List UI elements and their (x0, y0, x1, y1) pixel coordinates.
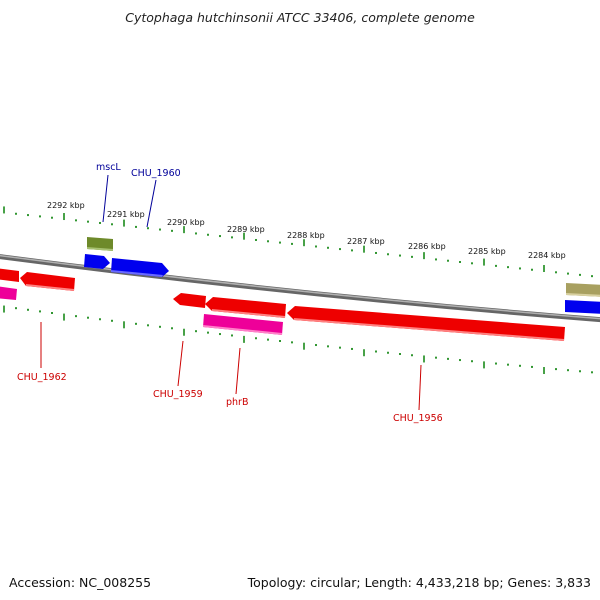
gene-right-blue[interactable] (565, 300, 600, 314)
leader-mscl (102, 174, 109, 223)
scale-label-2288: 2288 kbp (287, 231, 325, 240)
gene-right-khaki-shade (566, 293, 600, 297)
gene-left-red-1[interactable] (0, 268, 19, 282)
genome-backbone-highlight (0, 254, 600, 320)
scale-label-2285: 2285 kbp (468, 247, 506, 256)
gene-label-chu-1962[interactable]: CHU_1962 (17, 372, 67, 383)
topology-label: Topology: circular; Length: 4,433,218 bp… (247, 575, 591, 590)
gene-chu-1958-shade (212, 309, 285, 318)
map-title: Cytophaga hutchinsonii ATCC 33406, compl… (125, 10, 475, 25)
gene-label-chu-1960[interactable]: CHU_1960 (131, 168, 181, 179)
gene-chu-1956[interactable] (287, 306, 565, 341)
gene-label-chu-1959[interactable]: CHU_1959 (153, 389, 203, 400)
gene-chu-1959[interactable] (173, 293, 206, 308)
gene-right-khaki[interactable] (566, 283, 600, 297)
gene-phrb-shade (203, 325, 282, 335)
genome-backbone (0, 254, 600, 323)
gene-left-red-2-shade (26, 284, 74, 291)
gene-phrb[interactable] (203, 314, 283, 335)
scale-label-2291: 2291 kbp (107, 210, 145, 219)
leader-chu-1956 (418, 364, 422, 411)
gene-left-magenta[interactable] (0, 286, 17, 300)
gene-mscl-shade (87, 247, 113, 251)
gene-chu-1960-shade (111, 270, 163, 277)
leader-chu-1959 (177, 340, 184, 387)
scale-label-2287: 2287 kbp (347, 237, 385, 246)
leader-phrb (235, 347, 241, 395)
gene-chu-1956-shade (294, 318, 564, 341)
gene-label-chu-1956[interactable]: CHU_1956 (393, 413, 443, 424)
outer-tick-marks (3, 206, 593, 278)
gene-chu-1961[interactable] (84, 254, 110, 269)
scale-label-2292: 2292 kbp (47, 201, 85, 210)
scale-label-2284: 2284 kbp (528, 251, 566, 260)
inner-tick-marks (3, 305, 593, 375)
gene-chu-1958[interactable] (205, 297, 286, 318)
gene-label-mscl[interactable]: mscL (96, 162, 121, 173)
leader-chu-1960 (146, 179, 157, 228)
scale-label-2286: 2286 kbp (408, 242, 446, 251)
gene-label-phrb[interactable]: phrB (226, 397, 248, 408)
accession-label: Accession: NC_008255 (9, 575, 152, 590)
scale-label-2289: 2289 kbp (227, 225, 265, 234)
scale-label-2290: 2290 kbp (167, 218, 205, 227)
